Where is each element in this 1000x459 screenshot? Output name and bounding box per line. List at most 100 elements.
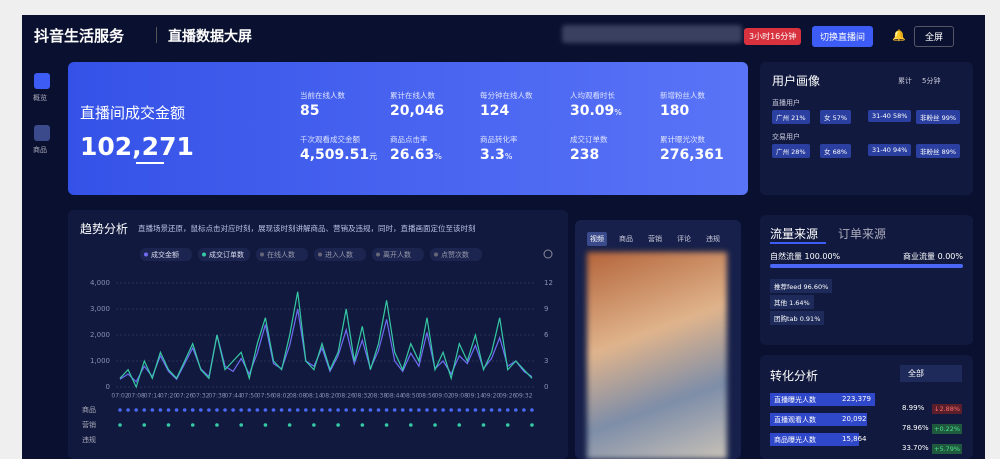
event-dot[interactable]	[150, 408, 155, 412]
legend-pill[interactable]	[372, 248, 424, 261]
event-dot[interactable]	[489, 408, 494, 412]
legend-label[interactable]: 成交金额	[151, 250, 179, 259]
event-dot[interactable]	[174, 408, 179, 412]
event-dot[interactable]	[505, 423, 510, 427]
event-dot[interactable]	[215, 423, 219, 427]
event-dot[interactable]	[239, 408, 243, 412]
event-dot[interactable]	[142, 423, 147, 427]
event-dot[interactable]	[239, 423, 243, 427]
event-dot[interactable]	[287, 408, 292, 412]
video-preview[interactable]	[587, 252, 727, 459]
event-dot[interactable]	[118, 408, 122, 412]
sidebar-label[interactable]: 商品	[33, 146, 47, 154]
event-dot[interactable]	[497, 408, 502, 412]
event-dot[interactable]	[190, 408, 195, 412]
bell-icon[interactable]: 🔔	[892, 29, 906, 42]
event-dot[interactable]	[368, 408, 373, 412]
event-dot[interactable]	[263, 408, 268, 412]
legend-pill[interactable]	[140, 248, 192, 261]
event-dot[interactable]	[522, 408, 526, 412]
event-dot[interactable]	[166, 408, 171, 412]
video-tab[interactable]: 评论	[677, 235, 691, 243]
event-dot[interactable]	[384, 423, 389, 427]
event-dot[interactable]	[473, 408, 478, 412]
event-dot[interactable]	[481, 408, 486, 412]
video-tab[interactable]: 商品	[619, 235, 633, 243]
event-dot[interactable]	[118, 423, 122, 427]
event-dot[interactable]	[433, 423, 437, 427]
event-dot[interactable]	[530, 423, 534, 427]
event-dot[interactable]	[360, 408, 365, 412]
event-dot[interactable]	[449, 408, 453, 412]
event-dot[interactable]	[279, 408, 284, 412]
event-dot[interactable]	[215, 408, 219, 412]
legend-pill[interactable]	[198, 248, 250, 261]
event-dot[interactable]	[441, 408, 445, 412]
event-dot[interactable]	[190, 423, 195, 427]
event-dot[interactable]	[231, 408, 235, 412]
fullscreen-button[interactable]: 全屏	[914, 26, 955, 47]
video-tab[interactable]: 视频	[587, 232, 607, 246]
event-dot[interactable]	[417, 408, 421, 412]
event-dot[interactable]	[457, 423, 462, 427]
event-dot[interactable]	[376, 408, 381, 412]
switch-button[interactable]: 切换直播间	[812, 26, 874, 47]
event-dot[interactable]	[481, 423, 486, 427]
event-dot[interactable]	[182, 408, 187, 412]
event-dot[interactable]	[384, 408, 389, 412]
event-dot[interactable]	[295, 408, 300, 412]
event-dot[interactable]	[166, 423, 171, 427]
event-dot[interactable]	[425, 408, 429, 412]
event-dot[interactable]	[142, 408, 147, 412]
panel-tab[interactable]: 订单来源	[838, 227, 887, 241]
event-dot[interactable]	[514, 408, 518, 412]
sidebar-label[interactable]: 概览	[33, 94, 47, 102]
event-dot[interactable]	[530, 408, 534, 412]
event-dot[interactable]	[328, 408, 332, 412]
event-dot[interactable]	[320, 408, 324, 412]
legend-label[interactable]: 成交订单数	[209, 250, 244, 259]
legend-label[interactable]: 在线人数	[267, 250, 295, 259]
portrait-tab[interactable]: 累计	[898, 77, 912, 85]
event-dot[interactable]	[336, 408, 340, 412]
event-dot[interactable]	[247, 408, 252, 412]
event-dot[interactable]	[409, 423, 413, 427]
event-dot[interactable]	[271, 408, 276, 412]
legend-label[interactable]: 进入人数	[325, 250, 353, 259]
page-title[interactable]: 直播数据大屏	[168, 29, 252, 45]
event-dot[interactable]	[433, 408, 437, 412]
event-dot[interactable]	[312, 423, 316, 427]
video-tab[interactable]: 营销	[648, 235, 662, 243]
sidebar-icon[interactable]	[34, 125, 50, 141]
panel-title[interactable]: 流量来源	[770, 227, 819, 241]
event-dot[interactable]	[223, 408, 227, 412]
legend-pill[interactable]	[430, 248, 482, 261]
event-dot[interactable]	[255, 408, 260, 412]
event-dot[interactable]	[409, 408, 413, 412]
event-dot[interactable]	[336, 423, 340, 427]
event-dot[interactable]	[360, 423, 365, 427]
event-dot[interactable]	[392, 408, 397, 412]
event-dot[interactable]	[199, 408, 203, 412]
sidebar-icon[interactable]	[34, 73, 50, 89]
event-dot[interactable]	[352, 408, 357, 412]
video-tab[interactable]: 违规	[706, 235, 720, 243]
legend-pill[interactable]	[256, 248, 308, 261]
event-dot[interactable]	[505, 408, 510, 412]
event-dot[interactable]	[457, 408, 462, 412]
event-dot[interactable]	[312, 408, 316, 412]
settings-icon[interactable]	[543, 249, 553, 259]
legend-label[interactable]: 点赞次数	[441, 250, 469, 259]
event-dot[interactable]	[134, 408, 138, 412]
event-dot[interactable]	[465, 408, 470, 412]
event-dot[interactable]	[304, 408, 308, 412]
event-dot[interactable]	[126, 408, 130, 412]
portrait-tab[interactable]: 5分钟	[922, 77, 941, 85]
event-dot[interactable]	[400, 408, 405, 412]
legend-label[interactable]: 离开人数	[383, 250, 411, 259]
event-dot[interactable]	[287, 423, 292, 427]
legend-pill[interactable]	[314, 248, 366, 261]
event-dot[interactable]	[207, 408, 211, 412]
event-dot[interactable]	[344, 408, 348, 412]
event-dot[interactable]	[158, 408, 163, 412]
